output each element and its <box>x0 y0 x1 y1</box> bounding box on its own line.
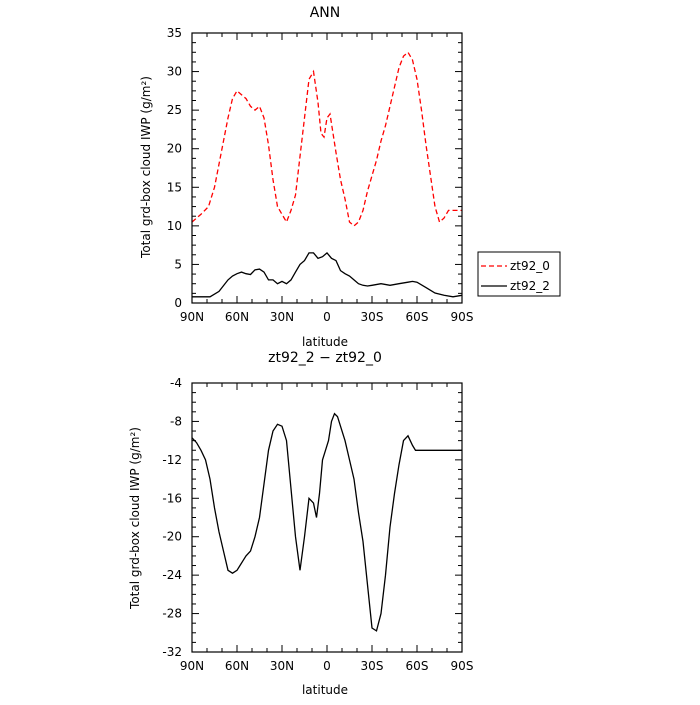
bottom-y-axis-label-text: Total grd-box cloud IWP (g/m²) <box>128 427 142 610</box>
top-y-tick-label: 10 <box>167 219 182 233</box>
top-x-tick-label: 60S <box>406 310 429 324</box>
top-y-tick-label: 20 <box>167 142 182 156</box>
bottom-x-tick-label: 60S <box>406 659 429 673</box>
legend-label-zt92-0: zt92_0 <box>510 259 550 273</box>
bottom-x-tick-label: 0 <box>323 659 331 673</box>
top-series-line-zt92-0 <box>192 51 462 227</box>
top-y-tick-label: 35 <box>167 26 182 40</box>
top-y-tick-label: 25 <box>167 103 182 117</box>
bottom-x-axis-label: latitude <box>302 683 348 697</box>
bottom-y-tick-label: -24 <box>162 568 182 582</box>
top-plot-area: 90N 60N 30N 0 30S 60S 90S 0 5 10 15 20 25 30 35 <box>167 26 474 324</box>
top-y-tick-label: 15 <box>167 180 182 194</box>
bottom-chart-title: zt92_2 − zt92_0 <box>268 350 382 366</box>
legend-box <box>477 251 561 297</box>
top-y-axis-label: Total grd-box cloud IWP (g/m²) <box>139 76 153 259</box>
bottom-plot-area: 90N 60N 30N 0 30S 60S 90S -4 -8 -12 -16 -20 -24 -28 -3… <box>162 376 473 673</box>
legend-label-zt92-2: zt92_2 <box>510 279 550 293</box>
top-y-axis-label-text: Total grd-box cloud IWP (g/m²) <box>139 76 153 259</box>
bottom-y-axis-label: Total grd-box cloud IWP (g/m²) <box>128 427 142 610</box>
bottom-x-tick-label: 90N <box>180 659 204 673</box>
top-y-tick-label: 0 <box>174 296 182 310</box>
bottom-y-tick-label: -4 <box>170 376 182 390</box>
bottom-y-tick-label: -12 <box>162 453 182 467</box>
top-x-tick-label: 30N <box>270 310 294 324</box>
top-plot-frame <box>191 32 463 304</box>
top-panel: ANN 90N 60N 30N 0 30S 60S 90S 0 5 10 15 20 25 30 35 la… <box>139 5 473 349</box>
bottom-y-tick-label: -32 <box>162 645 182 659</box>
top-chart-title: ANN <box>310 5 341 21</box>
bottom-y-tick-label: -16 <box>162 491 182 505</box>
bottom-plot-frame <box>191 382 463 653</box>
bottom-y-tick-label: -8 <box>170 414 182 428</box>
top-x-tick-label: 90S <box>451 310 474 324</box>
legend: zt92_0 zt92_2 <box>477 251 561 297</box>
top-x-tick-label: 90N <box>180 310 204 324</box>
top-series-line-zt92-2 <box>192 251 462 298</box>
bottom-panel: zt92_2 − zt92_0 90N 60N 30N 0 30S 60S 90S -4 -8 -… <box>128 350 473 697</box>
top-x-axis-label: latitude <box>302 335 348 349</box>
bottom-x-tick-label: 90S <box>451 659 474 673</box>
top-x-tick-label: 0 <box>323 310 331 324</box>
bottom-x-tick-label: 30N <box>270 659 294 673</box>
bottom-x-tick-label: 60N <box>225 659 249 673</box>
top-y-tick-label: 5 <box>174 257 182 271</box>
bottom-x-tick-label: 30S <box>361 659 384 673</box>
top-x-tick-label: 60N <box>225 310 249 324</box>
bottom-y-tick-label: -20 <box>162 530 182 544</box>
top-x-tick-label: 30S <box>361 310 384 324</box>
bottom-series-line-difference <box>192 412 462 632</box>
bottom-y-tick-label: -28 <box>162 607 182 621</box>
top-y-tick-label: 30 <box>167 65 182 79</box>
